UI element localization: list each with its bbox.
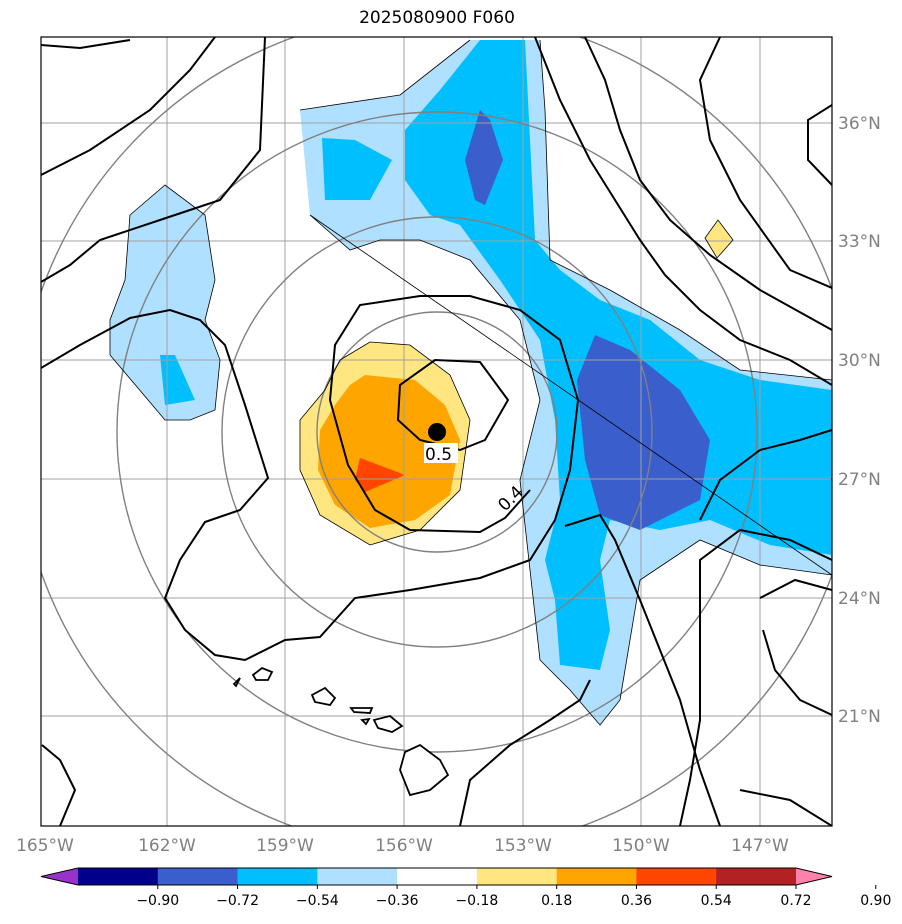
lat-label: 21°N [838,707,881,727]
colorbar-segment [556,868,637,885]
lon-label: 162°W [138,836,196,856]
storm-center-dot [428,423,446,441]
lon-label: 147°W [731,836,789,856]
colorbar-segment [476,868,558,885]
lon-label: 165°W [16,836,74,856]
negative-anomaly-light-west [110,185,220,420]
colorbar-extend-high [796,868,832,885]
lat-labels: 36°N 33°N 30°N 27°N 24°N 21°N [838,114,881,727]
lat-label: 30°N [838,351,881,371]
lon-label: 156°W [375,836,433,856]
lon-label: 159°W [256,836,314,856]
lon-label: 153°W [494,836,552,856]
colorbar-segment [636,868,717,885]
colorbar-segment [78,868,159,885]
lat-label: 36°N [838,114,881,134]
colorbar-segment [716,868,797,885]
colorbar-tick-label: 0.54 [701,893,732,909]
filled-contours [110,40,832,725]
negative-anomaly-medium-w [160,355,195,405]
map-title: 2025080900 F060 [359,8,515,28]
colorbar-tick-label: −0.90 [136,893,179,909]
positive-anomaly-small-ne [705,220,733,258]
colorbar-tick-label: −0.54 [296,893,339,909]
positive-anomaly-red [355,458,405,492]
lat-label: 24°N [838,589,881,609]
map-frame [40,36,833,827]
colorbar-extend-low [41,868,78,885]
contour-label-05: 0.5 [425,445,452,465]
lon-label: 150°W [612,836,670,856]
bold-contours [41,37,832,826]
lat-label: 33°N [838,232,881,252]
range-rings [41,37,832,826]
colorbar-tick-label: −0.72 [216,893,259,909]
colorbar-segment [397,868,478,885]
colorbar-tick-label: 0.72 [780,893,811,909]
lat-label: 27°N [838,470,881,490]
colorbar-tick-label: 0.36 [621,893,652,909]
negative-anomaly-dark-east [577,335,710,530]
positive-anomaly-orange [318,375,460,528]
colorbar: −0.90 −0.72 −0.54 −0.36 −0.18 0.18 0.36 0.54 0.7… [40,867,891,909]
colorbar-tick-label: 0.18 [541,893,572,909]
thin-contours [109,39,832,726]
colorbar-segment [157,868,239,885]
colorbar-segment [237,868,318,885]
colorbar-tick-label: −0.36 [376,893,419,909]
negative-anomaly-medium-nw [322,138,392,200]
colorbar-segment [317,868,398,885]
colorbar-outline [40,867,833,886]
colorbar-tick-label: 0.90 [860,893,891,909]
lon-labels: 165°W 162°W 159°W 156°W 153°W 150°W 147°… [16,836,789,856]
colorbar-tick-label: −0.18 [455,893,498,909]
hawaii-islands [232,666,450,797]
map-panel: 0.5 0.4 [41,37,832,826]
negative-anomaly-dark-north [465,110,503,205]
